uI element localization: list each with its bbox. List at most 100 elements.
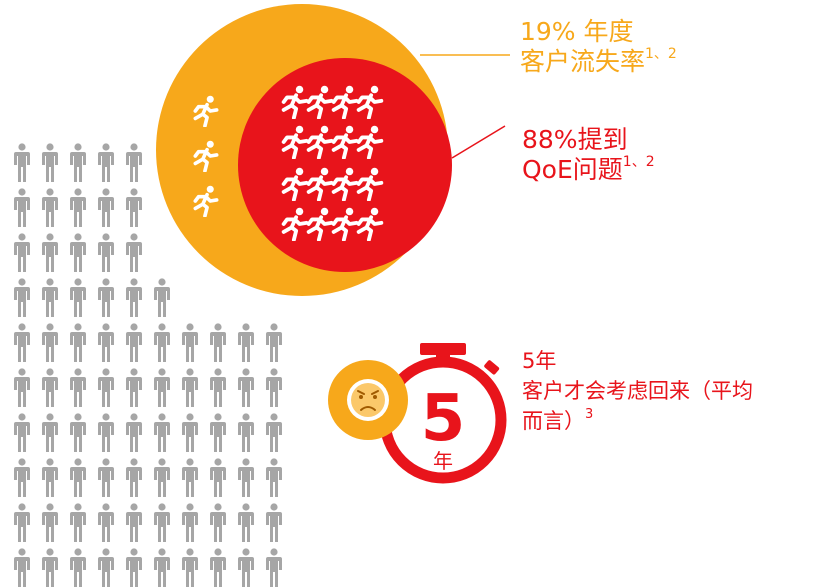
person-icon <box>14 323 30 362</box>
person-icon <box>210 503 226 542</box>
person-icon <box>210 548 226 587</box>
person-icon <box>14 143 30 182</box>
person-icon <box>42 233 58 272</box>
person-icon <box>42 323 58 362</box>
person-icon <box>266 503 282 542</box>
person-icon <box>266 368 282 407</box>
person-icon <box>182 413 198 452</box>
text: 客户才会考虑回来（平均 <box>522 379 753 403</box>
person-icon <box>70 413 86 452</box>
person-icon <box>126 323 142 362</box>
text: 1、2 <box>623 154 655 170</box>
timer-unit: 年 <box>433 449 453 473</box>
person-icon <box>70 278 86 317</box>
person-icon <box>154 278 170 317</box>
person-icon <box>14 548 30 587</box>
return-label: 5年 客户才会考虑回来（平均 而言）3 <box>522 349 760 433</box>
person-icon <box>182 323 198 362</box>
person-icon <box>154 368 170 407</box>
person-icon <box>266 548 282 587</box>
person-icon <box>14 233 30 272</box>
person-icon <box>42 278 58 317</box>
text: 1、2 <box>645 46 677 62</box>
person-icon <box>42 413 58 452</box>
person-icon <box>210 368 226 407</box>
person-icon <box>14 188 30 227</box>
person-icon <box>70 233 86 272</box>
text: 客户流失率 <box>520 47 645 76</box>
person-icon <box>238 458 254 497</box>
person-icon <box>70 548 86 587</box>
person-icon <box>126 278 142 317</box>
person-icon <box>98 278 114 317</box>
person-icon <box>126 188 142 227</box>
person-icon <box>70 503 86 542</box>
person-icon <box>14 278 30 317</box>
person-icon <box>42 548 58 587</box>
qoe-label: 88%提到 QoE问题1、2 <box>522 125 655 184</box>
person-icon <box>98 143 114 182</box>
person-icon <box>154 323 170 362</box>
person-icon <box>266 458 282 497</box>
timer-number: 5 <box>421 382 466 456</box>
person-icon <box>238 323 254 362</box>
person-icon <box>42 503 58 542</box>
churn-label: 19% 年度 客户流失率1、2 <box>520 17 677 76</box>
leader-line <box>451 125 506 159</box>
person-icon <box>126 368 142 407</box>
person-icon <box>154 548 170 587</box>
person-icon <box>14 413 30 452</box>
person-icon <box>210 323 226 362</box>
person-icon <box>126 143 142 182</box>
person-icon <box>14 458 30 497</box>
person-icon <box>126 458 142 497</box>
person-icon <box>70 143 86 182</box>
person-icon <box>70 188 86 227</box>
person-icon <box>266 413 282 452</box>
person-icon <box>182 548 198 587</box>
person-icon <box>42 458 58 497</box>
person-icon <box>14 368 30 407</box>
person-icon <box>238 548 254 587</box>
text: 19% 年度 <box>520 17 634 46</box>
text: 88%提到 <box>522 125 628 154</box>
person-icon <box>98 368 114 407</box>
person-icon <box>14 503 30 542</box>
person-icon <box>154 503 170 542</box>
text: QoE问题 <box>522 155 623 184</box>
person-icon <box>126 413 142 452</box>
text: 3 <box>585 407 593 422</box>
person-icon <box>98 323 114 362</box>
person-icon <box>98 233 114 272</box>
text: 而言） <box>522 409 585 433</box>
person-icon <box>70 323 86 362</box>
person-icon <box>98 413 114 452</box>
person-icon <box>238 503 254 542</box>
text: 5年 <box>522 349 556 373</box>
person-icon <box>42 143 58 182</box>
person-icon <box>126 503 142 542</box>
person-icon <box>126 233 142 272</box>
person-icon <box>210 458 226 497</box>
person-icon <box>98 188 114 227</box>
person-icon <box>238 413 254 452</box>
person-icon <box>266 323 282 362</box>
person-icon <box>98 503 114 542</box>
person-icon <box>42 188 58 227</box>
person-icon <box>42 368 58 407</box>
person-icon <box>182 458 198 497</box>
person-icon <box>126 548 142 587</box>
face-icon <box>328 360 408 440</box>
person-icon <box>98 548 114 587</box>
stopwatch: 5 年 <box>379 343 507 484</box>
person-icon <box>70 458 86 497</box>
person-icon <box>70 368 86 407</box>
person-icon <box>154 458 170 497</box>
person-icon <box>182 368 198 407</box>
person-icon <box>182 503 198 542</box>
person-icon <box>154 413 170 452</box>
person-icon <box>98 458 114 497</box>
person-icon <box>238 368 254 407</box>
person-icon <box>210 413 226 452</box>
